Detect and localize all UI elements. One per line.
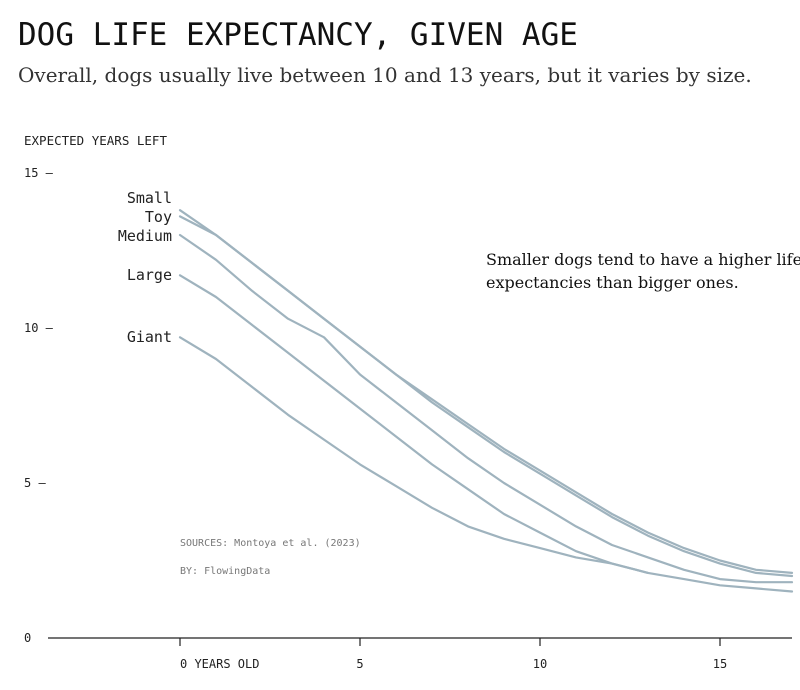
x-ticks: 0 YEARS OLD 5 10 15	[179, 638, 727, 671]
series-label-toy: Toy	[145, 208, 172, 226]
y-tick-label-5: 5 —	[24, 476, 46, 490]
chart-title: DOG LIFE EXPECTANCY, GIVEN AGE	[18, 17, 578, 53]
series-label-giant: Giant	[127, 328, 172, 346]
series-label-large: Large	[127, 266, 172, 284]
x-tick-label-0: 0 YEARS OLD	[180, 657, 259, 671]
series-line-giant	[178, 336, 650, 575]
x-tick-label-15: 15	[713, 657, 727, 671]
series-lines	[178, 209, 794, 593]
x-tick-label-5: 5	[356, 657, 363, 671]
y-tick-label-0: 0	[24, 631, 31, 645]
y-ticks: 0 5 — 10 — 15 —	[24, 166, 54, 645]
series-label-medium: Medium	[118, 227, 172, 245]
series-label-small: Small	[127, 189, 172, 207]
byline-note: BY: FlowingData	[180, 566, 270, 577]
chart-subtitle: Overall, dogs usually live between 10 an…	[18, 63, 752, 87]
y-tick-label-10: 10 —	[24, 321, 54, 335]
series-line-medium	[178, 233, 794, 584]
series-line-toy	[178, 215, 794, 578]
series-line-large	[178, 274, 794, 593]
y-tick-label-15: 15 —	[24, 166, 54, 180]
annotation-line-1: Smaller dogs tend to have a higher life	[486, 250, 800, 269]
x-tick-label-10: 10	[533, 657, 547, 671]
sources-note: SOURCES: Montoya et al. (2023)	[180, 538, 361, 549]
y-axis-label: EXPECTED YEARS LEFT	[24, 133, 167, 148]
annotation-line-2: expectancies than bigger ones.	[486, 273, 739, 292]
